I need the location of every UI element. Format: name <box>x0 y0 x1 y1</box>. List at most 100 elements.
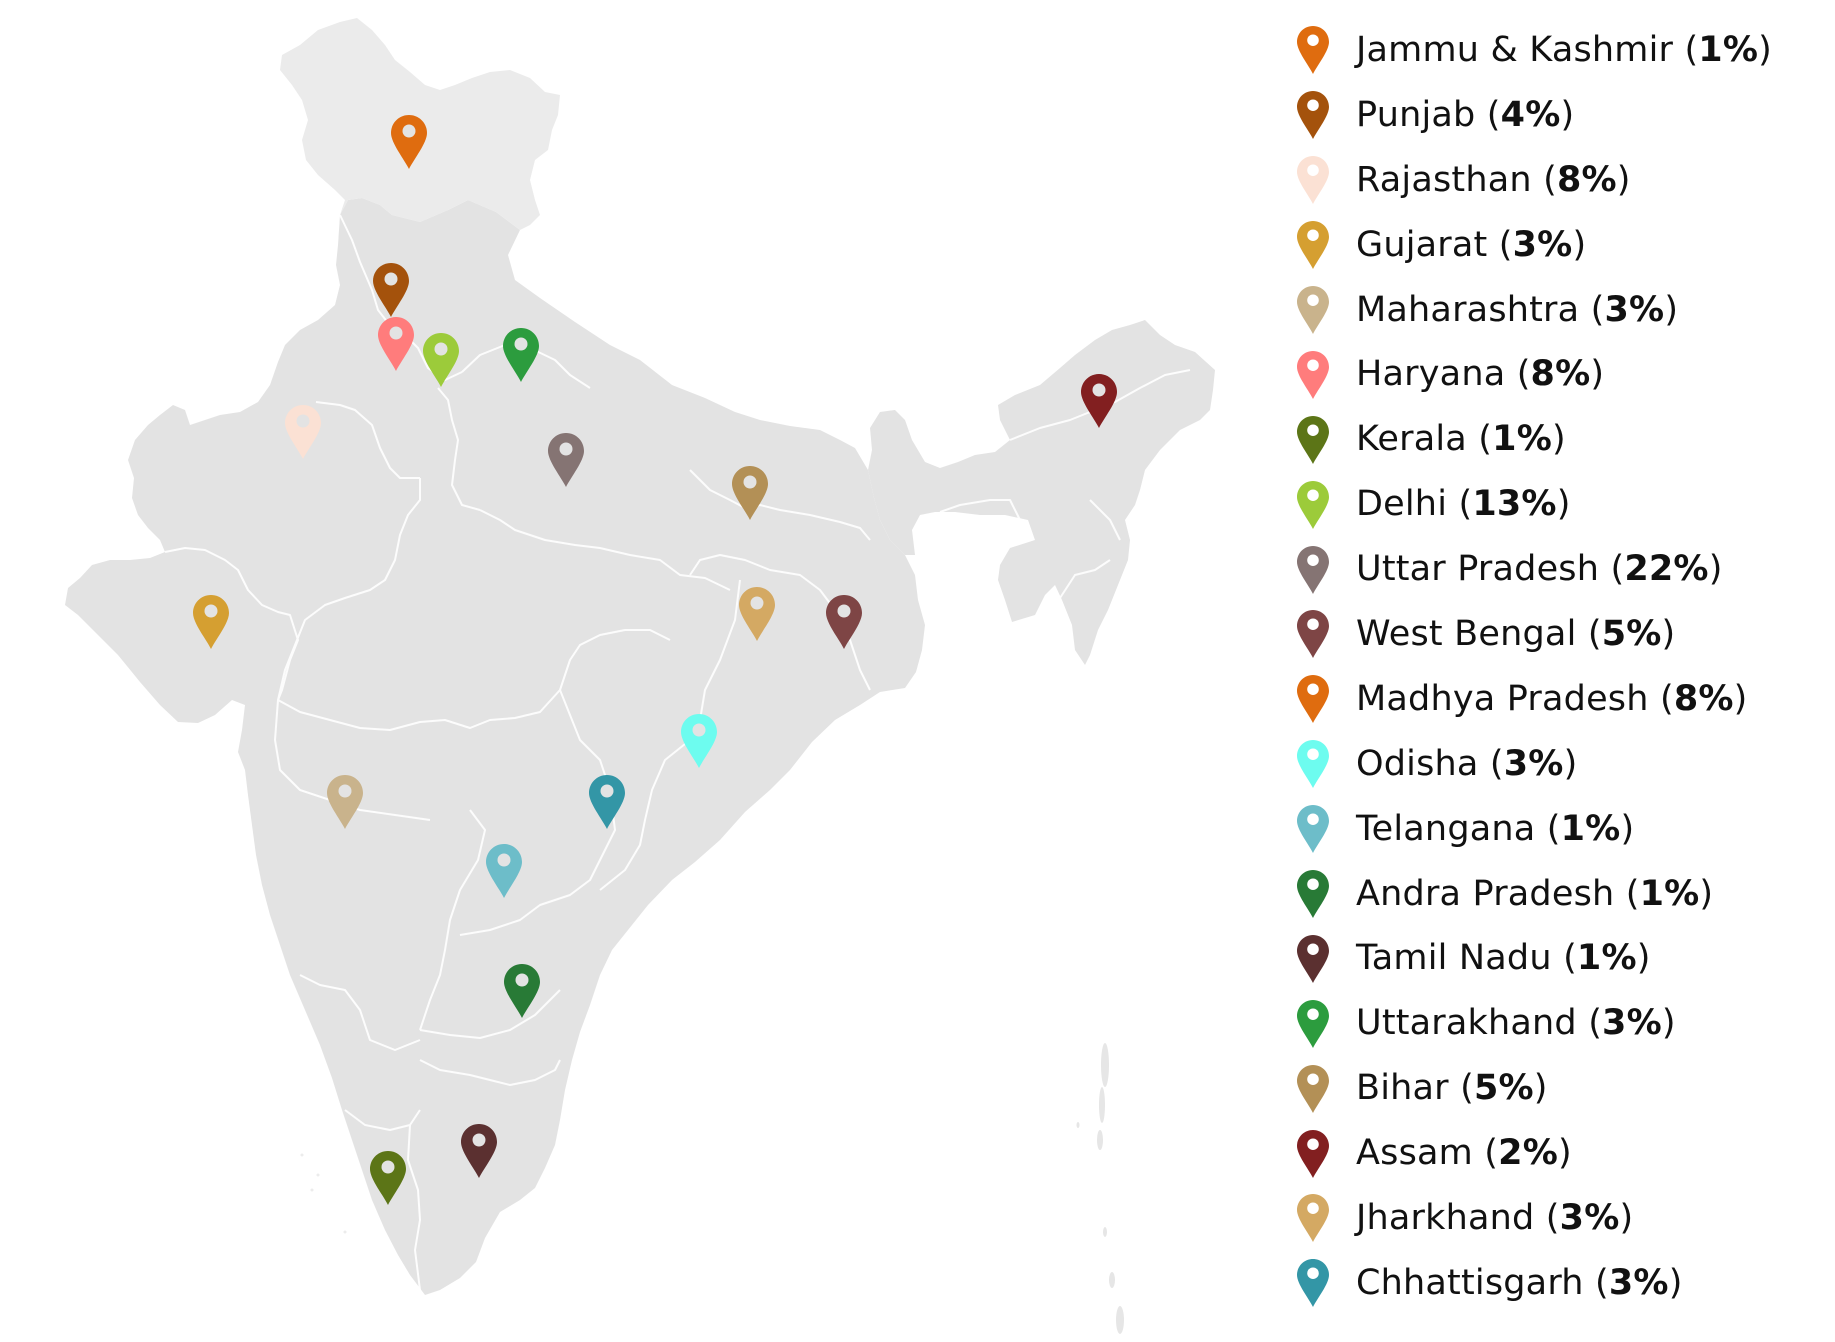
map-pin-odisha[interactable] <box>681 714 717 768</box>
map-pin-icon <box>1297 805 1329 854</box>
map-pin-tamil-nadu[interactable] <box>461 1124 497 1178</box>
legend-label: Odisha (3%) <box>1356 743 1578 784</box>
legend-percent: 1% <box>1560 808 1621 849</box>
india-map <box>65 18 1215 1334</box>
legend-state-name: Kerala <box>1356 419 1467 460</box>
legend-item-rajasthan: Rajasthan (8%) <box>1296 148 1826 213</box>
legend-item-gujarat: Gujarat (3%) <box>1296 213 1826 278</box>
legend-label: Uttar Pradesh (22%) <box>1356 549 1723 590</box>
legend-item-odisha: Odisha (3%) <box>1296 732 1826 797</box>
legend-item-assam: Assam (2%) <box>1296 1121 1826 1186</box>
legend-state-name: Madhya Pradesh <box>1356 678 1649 719</box>
legend-label: Gujarat (3%) <box>1356 224 1587 265</box>
legend-state-name: Punjab <box>1356 94 1476 135</box>
map-pin-icon <box>1297 350 1329 399</box>
legend-state-name: Odisha <box>1356 743 1479 784</box>
legend-item-madhya-pradesh: Madhya Pradesh (8%) <box>1296 667 1826 732</box>
map-pin-uttar-pradesh[interactable] <box>548 433 584 487</box>
legend-percent: 1% <box>1639 873 1700 914</box>
legend-item-delhi: Delhi (13%) <box>1296 472 1826 537</box>
map-pin-maharashtra[interactable] <box>327 775 363 829</box>
map-pin-bihar[interactable] <box>732 466 768 520</box>
northeast-shape <box>868 320 1215 665</box>
map-pin-haryana[interactable] <box>378 317 414 371</box>
legend-item-punjab: Punjab (4%) <box>1296 83 1826 148</box>
legend-state-name: Uttarakhand <box>1356 1003 1577 1044</box>
map-pin-icon <box>1297 610 1329 659</box>
legend-label: Maharashtra (3%) <box>1356 289 1679 330</box>
legend-state-name: Assam <box>1356 1133 1473 1174</box>
map-pin-andra-pradesh[interactable] <box>504 964 540 1018</box>
legend-label: Delhi (13%) <box>1356 484 1571 525</box>
legend-state-name: Maharashtra <box>1356 289 1580 330</box>
map-pin-icon <box>1297 675 1329 724</box>
map-pin-kerala[interactable] <box>370 1151 406 1205</box>
map-pin-icon <box>1297 870 1329 919</box>
legend-label: Madhya Pradesh (8%) <box>1356 678 1748 719</box>
legend-item-uttarakhand: Uttarakhand (3%) <box>1296 991 1826 1056</box>
map-pin-punjab[interactable] <box>373 263 409 317</box>
legend-item-west-bengal: West Bengal (5%) <box>1296 602 1826 667</box>
legend-percent: 8% <box>1530 354 1591 395</box>
legend-state-name: Bihar <box>1356 1068 1449 1109</box>
map-pin-icon <box>1297 286 1329 334</box>
legend-label: Chhattisgarh (3%) <box>1356 1262 1683 1303</box>
map-pin-uttarakhand[interactable] <box>503 328 539 382</box>
map-pin-rajasthan[interactable] <box>285 405 321 459</box>
legend-label: Jharkhand (3%) <box>1356 1197 1634 1238</box>
legend-percent: 3% <box>1608 1262 1669 1303</box>
legend-percent: 8% <box>1673 678 1734 719</box>
legend-percent: 1% <box>1698 29 1759 70</box>
legend-percent: 3% <box>1512 224 1573 265</box>
map-pin-icon <box>1297 156 1329 205</box>
legend-percent: 3% <box>1602 1003 1662 1044</box>
legend-label: Jammu & Kashmir (1%) <box>1356 29 1772 70</box>
legend-item-jharkhand: Jharkhand (3%) <box>1296 1186 1826 1251</box>
map-pin-west-bengal[interactable] <box>826 595 862 649</box>
map-pin-icon <box>1297 415 1329 464</box>
legend-percent: 4% <box>1500 94 1561 135</box>
legend-item-tamil-nadu: Tamil Nadu (1%) <box>1296 926 1826 991</box>
map-pin-jammu-kashmir[interactable] <box>391 115 427 169</box>
legend-percent: 1% <box>1576 938 1637 979</box>
legend-item-jammu-kashmir: Jammu & Kashmir (1%) <box>1296 18 1826 83</box>
india-map-svg <box>65 18 1215 1334</box>
map-pin-telangana[interactable] <box>486 844 522 898</box>
legend-state-name: Tamil Nadu <box>1356 938 1552 979</box>
legend-label: Haryana (8%) <box>1356 354 1605 395</box>
map-pin-chhattisgarh[interactable] <box>589 775 625 829</box>
map-pin-icon <box>1297 91 1329 140</box>
legend-percent: 5% <box>1473 1068 1534 1109</box>
legend-state-name: Jharkhand <box>1356 1197 1535 1238</box>
legend-item-andra-pradesh: Andra Pradesh (1%) <box>1296 862 1826 927</box>
legend-state-name: Rajasthan <box>1356 159 1532 200</box>
legend: Jammu & Kashmir (1%) Punjab (4%) Rajasth… <box>1296 18 1826 1316</box>
map-pin-icon <box>1297 740 1329 789</box>
legend-percent: 3% <box>1604 289 1665 330</box>
legend-item-uttar-pradesh: Uttar Pradesh (22%) <box>1296 537 1826 602</box>
legend-percent: 22% <box>1624 549 1709 590</box>
map-pin-jharkhand[interactable] <box>739 587 775 641</box>
map-pin-icon <box>1297 1259 1329 1308</box>
legend-percent: 3% <box>1559 1197 1620 1238</box>
map-pin-assam[interactable] <box>1081 374 1117 428</box>
map-pin-icon <box>1297 999 1329 1048</box>
legend-item-haryana: Haryana (8%) <box>1296 342 1826 407</box>
map-pin-icon <box>1297 221 1329 270</box>
legend-item-kerala: Kerala (1%) <box>1296 407 1826 472</box>
legend-label: Rajasthan (8%) <box>1356 159 1631 200</box>
legend-state-name: Uttar Pradesh <box>1356 549 1600 590</box>
map-pin-gujarat[interactable] <box>193 595 229 649</box>
legend-item-telangana: Telangana (1%) <box>1296 797 1826 862</box>
legend-label: Andra Pradesh (1%) <box>1356 873 1714 914</box>
legend-state-name: Telangana <box>1356 808 1536 849</box>
legend-percent: 8% <box>1556 159 1617 200</box>
legend-item-maharashtra: Maharashtra (3%) <box>1296 278 1826 343</box>
map-pin-delhi[interactable] <box>423 333 459 387</box>
lakshadweep-islands <box>300 1153 347 1234</box>
legend-state-name: Delhi <box>1356 484 1448 525</box>
map-pin-icon <box>1297 545 1329 594</box>
legend-label: Telangana (1%) <box>1356 808 1635 849</box>
legend-label: Bihar (5%) <box>1356 1068 1548 1109</box>
map-pin-icon <box>1297 1194 1329 1243</box>
